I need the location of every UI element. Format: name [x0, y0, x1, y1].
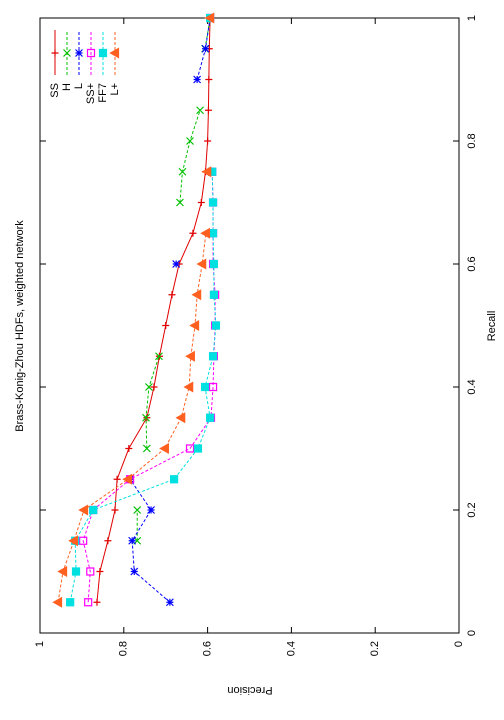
marker — [104, 537, 112, 545]
legend-label: SS+ — [85, 83, 97, 104]
x-tick-label: 0.6 — [466, 256, 478, 271]
marker — [155, 352, 163, 361]
marker — [196, 106, 204, 115]
marker — [197, 199, 205, 206]
legend-marker — [109, 47, 120, 59]
legend-marker — [51, 49, 59, 57]
marker — [205, 76, 213, 83]
marker — [209, 259, 218, 269]
marker — [183, 381, 194, 393]
marker — [86, 567, 95, 576]
legend-marker — [63, 49, 71, 57]
x-tick-label: 0.8 — [466, 133, 478, 148]
marker — [208, 382, 218, 392]
marker — [168, 291, 176, 299]
chart-title: Brass-Konig-Zhou HDFs, weighted network — [14, 220, 26, 432]
marker — [185, 350, 195, 362]
legend-marker — [98, 48, 108, 58]
marker — [57, 565, 68, 578]
legend-label: FF7 — [97, 83, 109, 103]
marker — [201, 44, 210, 53]
marker — [52, 596, 63, 608]
marker — [189, 319, 200, 332]
marker — [113, 475, 121, 483]
marker — [200, 227, 211, 239]
marker — [176, 198, 184, 207]
marker — [84, 598, 93, 607]
marker — [130, 567, 139, 576]
marker — [111, 506, 119, 514]
series-line — [83, 18, 215, 602]
y-axis-label: Precision — [227, 684, 272, 696]
marker — [133, 506, 142, 514]
x-tick-label: 0.4 — [466, 379, 478, 394]
y-tick-label: 0.2 — [369, 641, 381, 656]
marker — [89, 505, 98, 515]
series-line — [129, 17, 211, 603]
marker — [204, 137, 212, 145]
series-line — [70, 18, 216, 602]
legend-marker — [75, 49, 83, 57]
marker — [204, 12, 215, 24]
x-axis-label: Recall — [486, 311, 498, 342]
legend-label: L+ — [109, 83, 121, 96]
marker — [78, 504, 89, 516]
marker — [201, 166, 212, 178]
x-tick-label: 1 — [466, 15, 478, 21]
marker — [200, 382, 210, 392]
y-tick-label: 0 — [453, 641, 465, 647]
marker — [172, 260, 181, 268]
marker — [162, 322, 170, 329]
legend-label: L — [73, 83, 85, 89]
marker — [145, 383, 153, 391]
series-line — [136, 17, 211, 541]
x-tick-label: 0.2 — [466, 502, 478, 517]
marker — [125, 445, 133, 452]
marker — [193, 444, 203, 453]
marker — [193, 75, 202, 84]
marker — [122, 473, 133, 485]
marker — [147, 506, 155, 514]
marker — [68, 535, 79, 547]
y-tick-label: 0.4 — [285, 641, 297, 656]
legend-label: SS — [49, 83, 61, 98]
x-tick-label: 0 — [466, 630, 478, 636]
y-tick-label: 0.8 — [118, 641, 130, 656]
marker — [71, 567, 81, 576]
marker — [206, 413, 215, 422]
marker — [93, 598, 101, 606]
marker — [186, 137, 194, 145]
marker — [189, 229, 197, 237]
marker — [159, 442, 169, 455]
marker — [191, 289, 202, 301]
marker — [66, 598, 75, 607]
marker — [79, 536, 88, 545]
marker — [169, 475, 179, 484]
marker — [204, 106, 212, 114]
marker — [150, 383, 158, 391]
marker — [128, 536, 137, 545]
plot-area: Brass-Konig-Zhou HDFs, weighted network … — [14, 12, 498, 696]
y-tick-label: 0.6 — [202, 641, 214, 656]
marker — [208, 198, 218, 207]
marker — [142, 444, 151, 453]
marker — [178, 167, 187, 176]
legend-marker — [86, 48, 96, 58]
marker — [208, 229, 218, 238]
marker — [196, 258, 207, 270]
series-line — [96, 17, 211, 603]
y-tick-label: 1 — [34, 641, 46, 647]
marker — [185, 444, 195, 453]
marker — [209, 290, 218, 299]
series-line — [58, 18, 210, 602]
marker — [211, 321, 221, 330]
marker — [175, 412, 186, 424]
marker — [165, 598, 174, 607]
marker — [96, 568, 104, 575]
marker — [142, 413, 150, 422]
plot-frame — [39, 17, 460, 634]
marker — [208, 352, 218, 361]
legend-label: H — [61, 83, 73, 91]
